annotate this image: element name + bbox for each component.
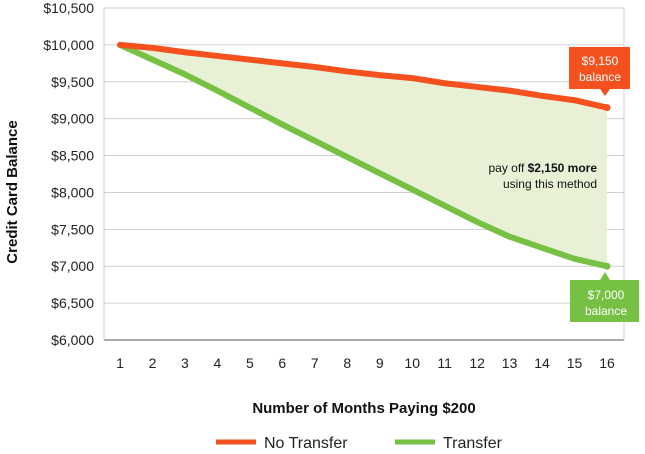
y-tick-label: $7,000	[51, 258, 94, 274]
y-tick-label: $9,500	[51, 74, 94, 90]
legend-label-no-transfer: No Transfer	[264, 435, 348, 452]
y-tick-labels: $6,000 $6,500 $7,000 $7,500 $8,000 $8,500 $9,0…	[43, 0, 94, 348]
x-tick-label: 1	[116, 355, 124, 371]
difference-prefix: pay off	[488, 161, 527, 175]
x-tick-label: 2	[149, 355, 157, 371]
difference-amount: $2,150 more	[528, 161, 598, 175]
transfer-callout: $7,000 balance	[570, 272, 639, 322]
y-axis-label: Credit Card Balance	[4, 120, 21, 263]
y-tick-label: $8,500	[51, 148, 94, 164]
x-tick-label: 8	[343, 355, 351, 371]
transfer-callout-word: balance	[585, 304, 627, 318]
y-tick-label: $7,500	[51, 221, 94, 237]
x-tick-label: 14	[534, 355, 550, 371]
y-tick-label: $10,000	[43, 37, 94, 53]
no-transfer-callout: $9,150 balance	[569, 47, 630, 96]
legend-label-transfer: Transfer	[443, 435, 503, 452]
y-tick-label: $10,500	[43, 0, 94, 16]
series-lines	[117, 41, 611, 270]
x-tick-label: 9	[376, 355, 384, 371]
y-tick-label: $8,000	[51, 184, 94, 200]
difference-note-line1: pay off $2,150 more	[488, 161, 597, 175]
x-axis-label: Number of Months Paying $200	[252, 400, 475, 417]
x-tick-label: 7	[311, 355, 319, 371]
series-line	[117, 41, 610, 270]
x-tick-label: 6	[278, 355, 286, 371]
x-tick-label: 12	[469, 355, 485, 371]
x-tick-label: 16	[599, 355, 615, 371]
series-line	[117, 41, 610, 111]
y-tick-label: $6,500	[51, 295, 94, 311]
no-transfer-callout-box	[569, 47, 630, 96]
x-tick-label: 11	[437, 355, 452, 371]
no-transfer-callout-word: balance	[579, 70, 621, 84]
x-tick-labels: 1 2 3 4 5 6 7 8 9 10 11 12 13 14 15 16	[116, 355, 615, 371]
legend: No Transfer Transfer	[216, 435, 503, 452]
x-tick-label: 5	[246, 355, 254, 371]
x-tick-label: 4	[214, 355, 222, 371]
transfer-callout-box	[570, 272, 639, 322]
x-tick-label: 13	[502, 355, 518, 371]
series-endpoint	[603, 262, 611, 270]
series-endpoint	[603, 104, 611, 112]
transfer-callout-value: $7,000	[588, 288, 625, 302]
no-transfer-callout-value: $9,150	[582, 54, 619, 68]
x-tick-label: 10	[404, 355, 420, 371]
x-tick-label: 3	[181, 355, 189, 371]
y-tick-label: $6,000	[51, 332, 94, 348]
x-tick-label: 15	[567, 355, 583, 371]
y-tick-label: $9,000	[51, 111, 94, 127]
difference-note-line2: using this method	[503, 177, 597, 191]
